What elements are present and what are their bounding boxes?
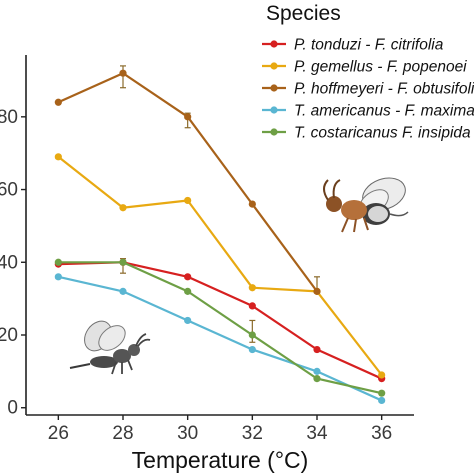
x-tick-label: 36	[371, 423, 392, 444]
legend: Species P. tonduzi - F. citrifolia P. geme…	[262, 2, 474, 142]
data-point	[248, 331, 256, 339]
data-point	[248, 345, 256, 354]
data-point	[184, 287, 192, 295]
data-point	[119, 287, 127, 295]
legend-label: P. gemellus - F. popenoei	[294, 59, 467, 76]
data-point	[54, 258, 62, 266]
data-point	[248, 200, 256, 208]
nonpollinating-wasp-icon	[69, 320, 151, 375]
legend-label: P. tonduzi - F. citrifolia	[294, 37, 444, 54]
data-point	[184, 273, 192, 281]
legend-key-point	[270, 84, 278, 92]
data-point	[378, 371, 386, 379]
x-axis-title: Temperature (°C)	[132, 447, 309, 473]
legend-title: Species	[266, 2, 341, 25]
data-point	[119, 258, 127, 266]
legend-label: T. americanus - F. maxima	[294, 103, 474, 120]
data-point	[313, 367, 321, 375]
legend-key-point	[270, 106, 278, 114]
x-tick-label: 32	[242, 423, 263, 444]
data-point	[378, 396, 386, 405]
data-point	[184, 316, 192, 325]
x-tick-label: 30	[177, 423, 198, 444]
data-point	[184, 113, 192, 121]
data-point	[119, 69, 127, 77]
data-point	[119, 204, 127, 212]
legend-key-point	[270, 62, 278, 70]
series-layer	[54, 65, 386, 405]
data-point	[248, 302, 256, 310]
data-point	[184, 196, 192, 205]
y-tick-label: 20	[0, 325, 18, 346]
data-point	[313, 287, 321, 295]
x-tick-label: 28	[112, 423, 133, 444]
legend-key-point	[270, 40, 278, 48]
y-tick-label: 60	[0, 180, 18, 201]
series-line-3	[57, 72, 318, 293]
series-line-4	[58, 275, 383, 402]
data-point	[313, 345, 321, 354]
y-tick-label: 40	[0, 252, 18, 273]
axes: 26 28 30 32 34 36 0 20 40 60 80 Temperature (°C)	[0, 55, 414, 473]
legend-key-point	[270, 128, 278, 136]
legend-label: P. hoffmeyeri - F. obtusifolia	[294, 81, 474, 98]
y-tick-label: 80	[0, 107, 18, 128]
x-tick-label: 34	[306, 423, 328, 444]
data-point	[54, 153, 62, 161]
x-tick-label: 26	[48, 423, 69, 444]
fig-wasp-icon	[323, 177, 409, 233]
y-tick-label: 0	[7, 398, 18, 419]
data-point	[378, 389, 386, 397]
series-line-2	[57, 155, 383, 376]
data-point	[54, 98, 62, 106]
data-point	[313, 375, 321, 383]
data-point	[54, 273, 62, 281]
data-point	[248, 284, 256, 292]
legend-label: T. costaricanus F. insipida	[294, 125, 471, 142]
series-line-5	[58, 261, 382, 395]
